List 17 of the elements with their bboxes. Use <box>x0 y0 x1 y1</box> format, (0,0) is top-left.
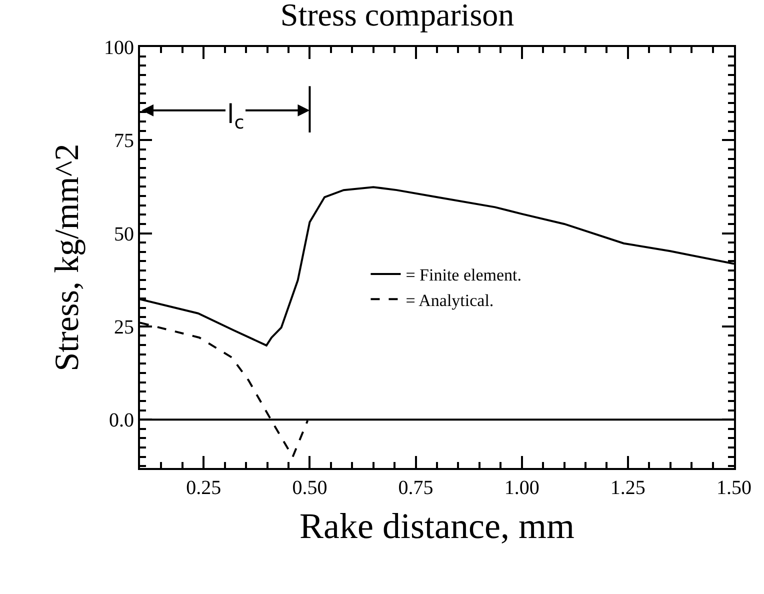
y-tick-label: 25 <box>114 316 134 338</box>
legend-label: = Analytical. <box>406 290 494 310</box>
y-tick-label: 0.0 <box>109 410 134 432</box>
y-tick-label: 100 <box>104 37 134 59</box>
x-tick-label: 1.00 <box>504 477 540 499</box>
x-tick-label: 0.75 <box>398 477 434 499</box>
y-tick-label: 50 <box>114 223 134 246</box>
x-tick-label: 0.25 <box>186 477 222 499</box>
x-tick-label: 1.50 <box>716 477 752 499</box>
x-tick-label: 0.50 <box>292 477 328 499</box>
annotation: l$_{c}$ <box>227 100 244 134</box>
y-axis-title: Stress, kg/mm^2 <box>49 144 86 372</box>
y-tick-label: 75 <box>114 130 134 152</box>
chart-title: Stress comparison <box>280 0 514 32</box>
x-tick-label: 1.25 <box>610 477 646 499</box>
legend-label: = Finite element. <box>406 266 522 285</box>
x-axis-title: Rake distance, mm <box>300 506 574 546</box>
